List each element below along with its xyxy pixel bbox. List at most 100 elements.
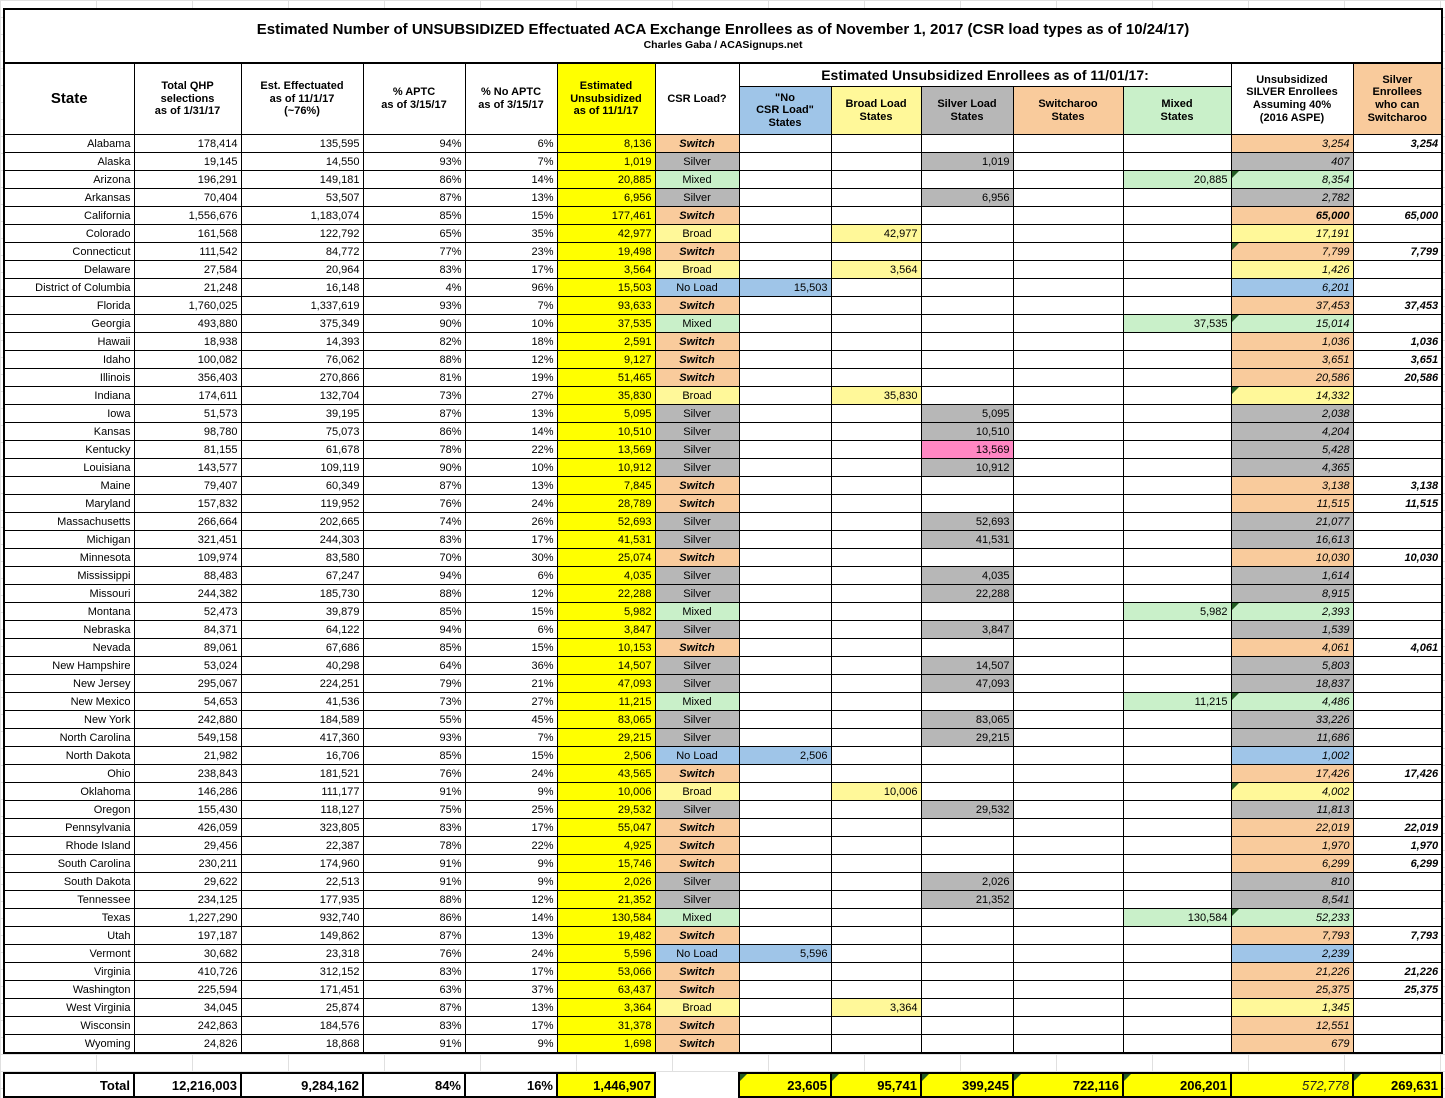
cell-csr-load[interactable]: Silver xyxy=(654,152,740,171)
cell-noload[interactable] xyxy=(738,404,832,423)
cell-qhp[interactable]: 295,067 xyxy=(133,674,242,693)
cell-mixed[interactable] xyxy=(1122,584,1232,603)
cell-unsubsidized[interactable]: 9,127 xyxy=(556,350,656,369)
cell-unsubsidized[interactable]: 2,506 xyxy=(556,746,656,765)
cell-aptc[interactable]: 87% xyxy=(362,998,466,1017)
cell-effectuated[interactable]: 1,337,619 xyxy=(240,296,364,315)
cell-aptc[interactable]: 76% xyxy=(362,494,466,513)
cell-state[interactable]: Colorado xyxy=(3,224,135,243)
cell-effectuated[interactable]: 20,964 xyxy=(240,260,364,279)
cell-mixed[interactable] xyxy=(1122,134,1232,153)
cell-mixed[interactable] xyxy=(1122,566,1232,585)
cell-noload[interactable] xyxy=(738,332,832,351)
cell-effectuated[interactable]: 14,393 xyxy=(240,332,364,351)
cell-csr-load[interactable]: Silver xyxy=(654,710,740,729)
cell-broad[interactable] xyxy=(830,728,922,747)
cell-aptc[interactable]: 83% xyxy=(362,1016,466,1035)
cell-mixed[interactable] xyxy=(1122,728,1232,747)
cell-qhp[interactable]: 1,556,676 xyxy=(133,206,242,225)
cell-broad[interactable] xyxy=(830,962,922,981)
cell-can-switcharoo[interactable] xyxy=(1352,278,1443,297)
cell-switcharoo[interactable] xyxy=(1012,242,1124,261)
cell-csr-load[interactable]: Switch xyxy=(654,134,740,153)
cell-aptc[interactable]: 82% xyxy=(362,332,466,351)
cell-switcharoo[interactable] xyxy=(1012,404,1124,423)
cell-unsub-silver[interactable]: 3,254 xyxy=(1230,134,1354,153)
cell-unsub-silver[interactable]: 65,000 xyxy=(1230,206,1354,225)
cell-switcharoo[interactable] xyxy=(1012,350,1124,369)
cell-csr-load[interactable]: Broad xyxy=(654,260,740,279)
cell-mixed[interactable] xyxy=(1122,818,1232,837)
cell-silver[interactable] xyxy=(920,980,1014,999)
cell-no-aptc[interactable]: 15% xyxy=(464,602,558,621)
cell-qhp[interactable]: 34,045 xyxy=(133,998,242,1017)
cell-aptc[interactable]: 93% xyxy=(362,152,466,171)
cell-switcharoo[interactable] xyxy=(1012,1034,1124,1054)
cell-noload[interactable] xyxy=(738,188,832,207)
cell-switcharoo[interactable] xyxy=(1012,422,1124,441)
cell-broad[interactable] xyxy=(830,1034,922,1054)
cell-effectuated[interactable]: 417,360 xyxy=(240,728,364,747)
cell-switcharoo[interactable] xyxy=(1012,782,1124,801)
cell-effectuated[interactable]: 23,318 xyxy=(240,944,364,963)
cell-no-aptc[interactable]: 14% xyxy=(464,908,558,927)
cell-switcharoo[interactable] xyxy=(1012,584,1124,603)
cell-unsub-silver[interactable]: 8,354 xyxy=(1230,170,1354,189)
cell-effectuated[interactable]: 109,119 xyxy=(240,458,364,477)
cell-noload[interactable] xyxy=(738,566,832,585)
cell-noload[interactable] xyxy=(738,638,832,657)
cell-state[interactable]: Connecticut xyxy=(3,242,135,261)
cell-qhp[interactable]: 238,843 xyxy=(133,764,242,783)
cell-csr-load[interactable]: Silver xyxy=(654,800,740,819)
cell-effectuated[interactable]: 122,792 xyxy=(240,224,364,243)
cell-can-switcharoo[interactable]: 1,036 xyxy=(1352,332,1443,351)
cell-unsubsidized[interactable]: 4,925 xyxy=(556,836,656,855)
cell-state[interactable]: New Hampshire xyxy=(3,656,135,675)
cell-unsub-silver[interactable]: 2,782 xyxy=(1230,188,1354,207)
cell-csr-load[interactable]: Broad xyxy=(654,224,740,243)
cell-can-switcharoo[interactable] xyxy=(1352,746,1443,765)
cell-silver[interactable]: 29,215 xyxy=(920,728,1014,747)
cell-csr-load[interactable]: Silver xyxy=(654,620,740,639)
cell-can-switcharoo[interactable] xyxy=(1352,566,1443,585)
cell-effectuated[interactable]: 184,589 xyxy=(240,710,364,729)
cell-switcharoo[interactable] xyxy=(1012,1016,1124,1035)
cell-csr-load[interactable]: Mixed xyxy=(654,908,740,927)
cell-mixed[interactable] xyxy=(1122,188,1232,207)
cell-aptc[interactable]: 87% xyxy=(362,926,466,945)
cell-no-aptc[interactable]: 7% xyxy=(464,728,558,747)
cell-unsubsidized[interactable]: 3,847 xyxy=(556,620,656,639)
cell-can-switcharoo[interactable] xyxy=(1352,908,1443,927)
cell-unsubsidized[interactable]: 19,498 xyxy=(556,242,656,261)
cell-effectuated[interactable]: 14,550 xyxy=(240,152,364,171)
cell-effectuated[interactable]: 149,862 xyxy=(240,926,364,945)
cell-unsub-silver[interactable]: 3,651 xyxy=(1230,350,1354,369)
cell-can-switcharoo[interactable]: 10,030 xyxy=(1352,548,1443,567)
cell-state[interactable]: Ohio xyxy=(3,764,135,783)
cell-can-switcharoo[interactable]: 25,375 xyxy=(1352,980,1443,999)
cell-can-switcharoo[interactable] xyxy=(1352,152,1443,171)
cell-can-switcharoo[interactable] xyxy=(1352,656,1443,675)
cell-mixed[interactable] xyxy=(1122,620,1232,639)
cell-silver[interactable]: 5,095 xyxy=(920,404,1014,423)
cell-qhp[interactable]: 21,248 xyxy=(133,278,242,297)
cell-no-aptc[interactable]: 15% xyxy=(464,206,558,225)
cell-unsub-silver[interactable]: 7,793 xyxy=(1230,926,1354,945)
cell-can-switcharoo[interactable]: 3,651 xyxy=(1352,350,1443,369)
cell-noload[interactable] xyxy=(738,692,832,711)
cell-csr-load[interactable]: Switch xyxy=(654,1016,740,1035)
cell-qhp[interactable]: 174,611 xyxy=(133,386,242,405)
cell-mixed[interactable] xyxy=(1122,476,1232,495)
cell-broad[interactable] xyxy=(830,746,922,765)
cell-unsub-silver[interactable]: 33,226 xyxy=(1230,710,1354,729)
cell-silver[interactable] xyxy=(920,836,1014,855)
cell-unsub-silver[interactable]: 679 xyxy=(1230,1034,1354,1054)
cell-switcharoo[interactable] xyxy=(1012,296,1124,315)
cell-mixed[interactable]: 37,535 xyxy=(1122,314,1232,333)
cell-silver[interactable] xyxy=(920,260,1014,279)
cell-silver[interactable] xyxy=(920,944,1014,963)
cell-qhp[interactable]: 30,682 xyxy=(133,944,242,963)
cell-broad[interactable] xyxy=(830,134,922,153)
cell-unsubsidized[interactable]: 20,885 xyxy=(556,170,656,189)
cell-mixed[interactable] xyxy=(1122,404,1232,423)
